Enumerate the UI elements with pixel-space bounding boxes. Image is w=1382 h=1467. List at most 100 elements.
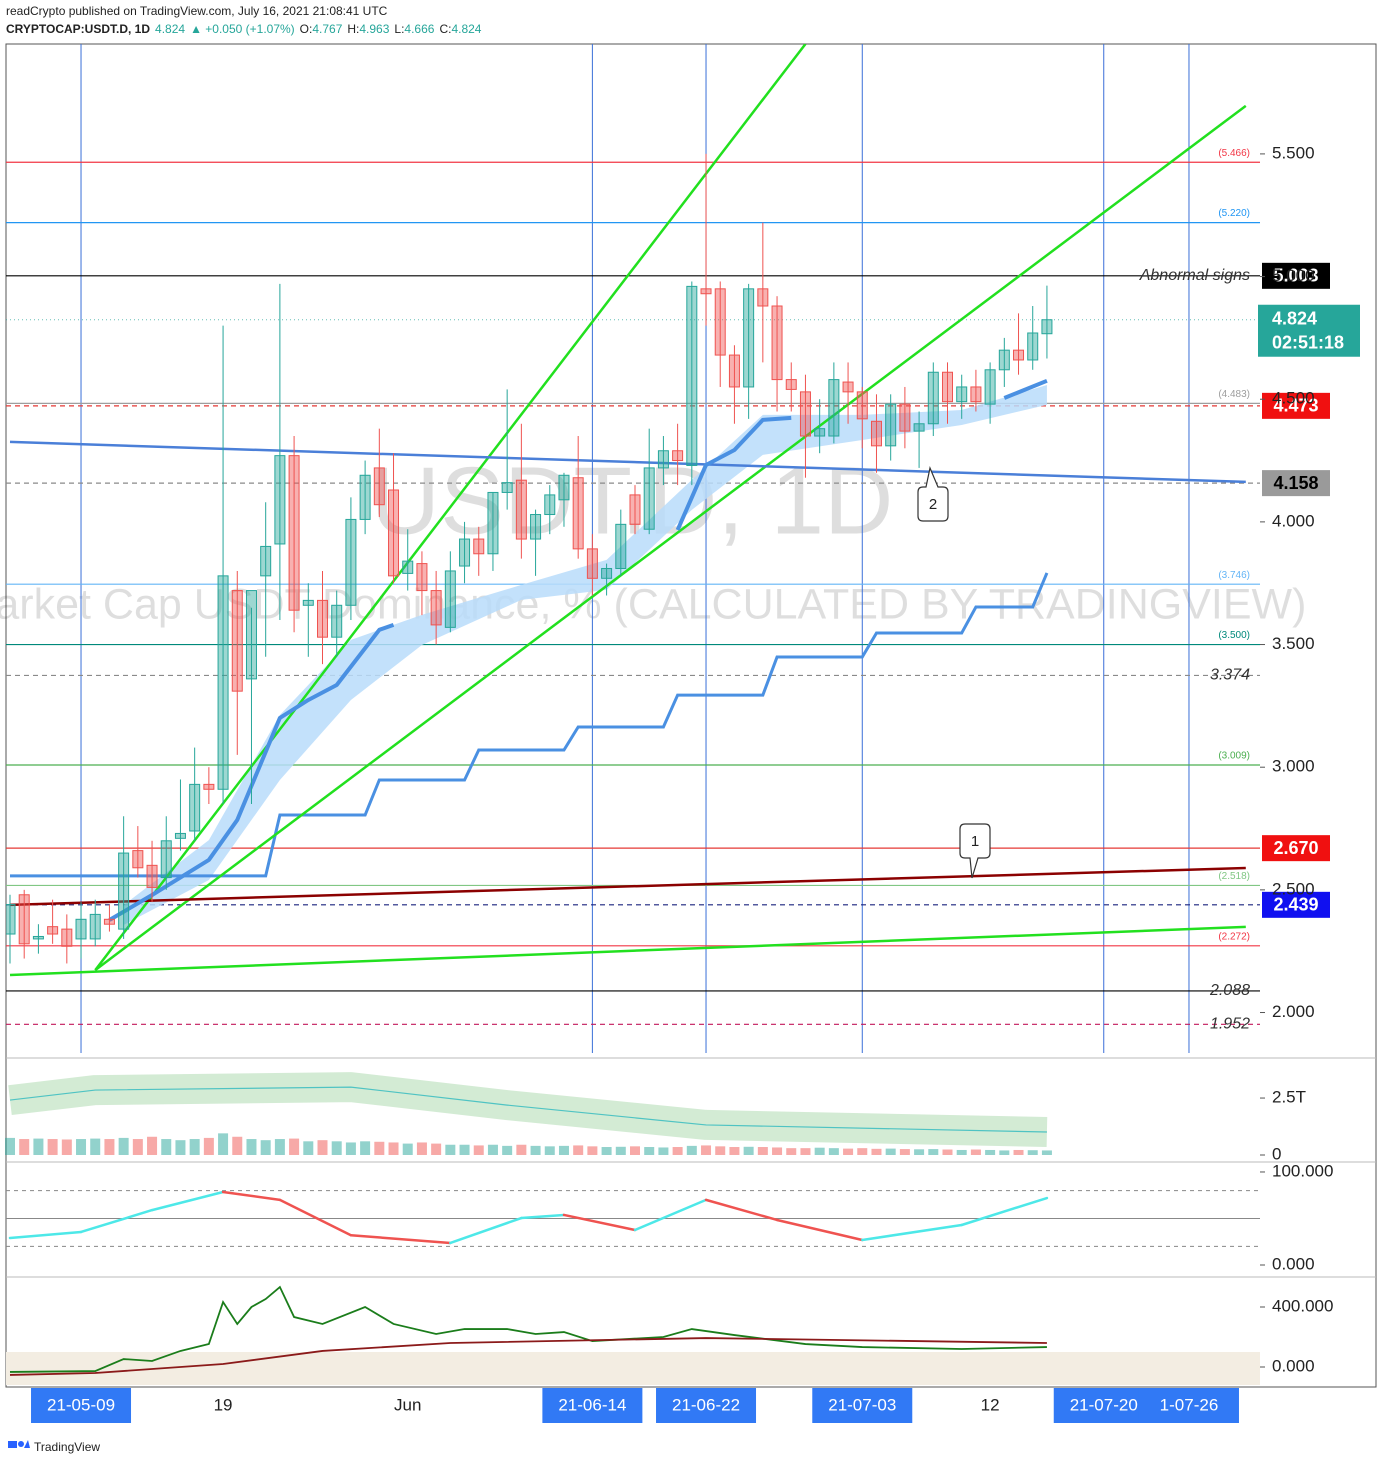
level-label: 3.374 [1210, 667, 1250, 684]
candle-body [1013, 349, 1025, 361]
candle-body [913, 423, 925, 432]
volume-bar [772, 1147, 783, 1155]
price-badge [1262, 835, 1330, 862]
candle-body [18, 894, 30, 945]
volume-bar [132, 1139, 143, 1155]
volume-bar [331, 1141, 342, 1155]
y-tick-label: 3.000 [1272, 757, 1315, 776]
indicator-zone [6, 1352, 1260, 1385]
volume-ma-line [9, 1086, 1047, 1133]
volume-bar [985, 1149, 996, 1155]
candle-body [942, 371, 953, 403]
volume-bar [1041, 1150, 1052, 1155]
candle-body [402, 560, 414, 574]
volume-bar [232, 1136, 243, 1155]
x-tick-label: 21-05-09 [47, 1395, 115, 1414]
x-tick-label: 1-07-26 [1160, 1395, 1219, 1414]
x-tick-label: 19 [214, 1395, 233, 1414]
candle-body [444, 570, 456, 628]
volume-bar [402, 1143, 413, 1155]
baseline-line [10, 572, 1049, 878]
candle-body [544, 494, 556, 516]
candle-body [998, 349, 1010, 371]
candle-body [899, 403, 911, 432]
price-badge [1262, 392, 1330, 419]
candle-body [487, 491, 499, 555]
candle-body [1027, 332, 1039, 361]
candle-body [785, 379, 797, 390]
volume-bar [431, 1143, 442, 1155]
oscillator-line [8, 1230, 83, 1240]
volume-bar [175, 1140, 186, 1155]
volume-bar [289, 1138, 300, 1155]
candle-body [217, 575, 229, 790]
candle-body [757, 288, 769, 307]
candle-body [345, 518, 357, 606]
candle-body [146, 864, 158, 888]
candle-body [75, 918, 87, 940]
volume-bar [473, 1145, 484, 1155]
candle-body [828, 379, 840, 437]
trendline [9, 440, 1246, 484]
volume-bar [630, 1146, 640, 1155]
volume-bar [658, 1147, 669, 1155]
volume-bar [857, 1148, 868, 1155]
oscillator-line [861, 1223, 963, 1242]
publisher: readCrypto published on TradingView.com,… [6, 4, 388, 18]
date-box [812, 1388, 913, 1423]
x-tick-label: 21-06-22 [672, 1395, 740, 1414]
volume-bar [5, 1137, 15, 1155]
ohlc-value: 4.963 [359, 22, 389, 36]
trendline [9, 925, 1246, 977]
volume-bar [203, 1137, 214, 1155]
candle-body [714, 288, 726, 356]
date-box [1053, 1388, 1154, 1423]
candle-body [657, 450, 669, 469]
price-badge [1262, 470, 1330, 497]
volume-bar [928, 1149, 939, 1155]
y-tick-label: 100.000 [1272, 1161, 1333, 1180]
candle-body [856, 391, 868, 420]
candle-body [103, 918, 115, 925]
volume-bar [90, 1138, 101, 1155]
candle-body [771, 305, 783, 381]
ohlc-key: L: [394, 22, 404, 36]
volume-bar [701, 1145, 712, 1155]
candle-body [260, 545, 272, 577]
x-tick-label: 21-06-14 [558, 1395, 626, 1414]
candle-body [359, 474, 371, 520]
candle-body [970, 386, 982, 403]
candle-body [459, 538, 471, 567]
candle-body [799, 391, 811, 437]
volume-bar [970, 1149, 981, 1155]
volume-bar [33, 1138, 44, 1155]
main-pane [6, 44, 1260, 1053]
ohlc-key: H: [347, 22, 359, 36]
volume-bar [218, 1133, 229, 1155]
candle-body [203, 783, 215, 790]
candle-body [700, 288, 712, 295]
symbol-line: CRYPTOCAP:USDT.D, 1D 4.824 ▲ +0.050 (+1.07… [6, 22, 482, 36]
candle-body [6, 904, 16, 935]
volume-bar [956, 1149, 967, 1155]
volume-bar [317, 1140, 328, 1155]
level-label: (4.483) [1218, 389, 1250, 400]
candle-body [956, 386, 968, 403]
volume-bar [843, 1148, 854, 1155]
price-badge-label: 5.003 [1273, 266, 1318, 286]
y-tick-label: 5.500 [1272, 143, 1315, 162]
candle-body [643, 467, 655, 530]
price-badge-label: 4.158 [1273, 473, 1318, 493]
last: 4.824 [155, 22, 185, 36]
volume-bar [416, 1142, 427, 1155]
candle-body [558, 474, 570, 501]
volume-bar [587, 1146, 598, 1155]
y-tick-label: 2.000 [1272, 1002, 1315, 1021]
level-label: (2.518) [1218, 871, 1250, 882]
candle-body [174, 832, 186, 839]
candle-body [317, 599, 328, 638]
candle-body [373, 467, 385, 506]
candle-body [984, 369, 996, 405]
candle-body [743, 288, 755, 388]
